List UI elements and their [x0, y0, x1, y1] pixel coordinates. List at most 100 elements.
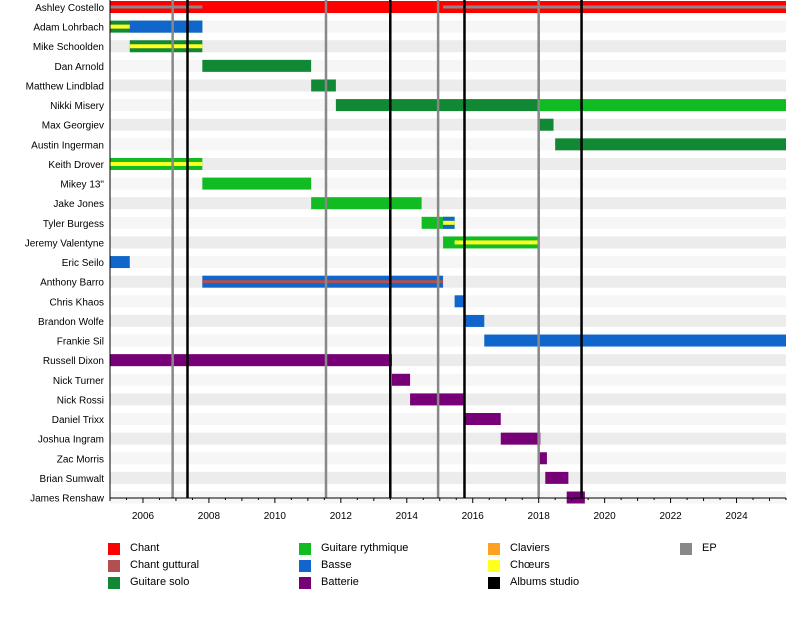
member-name: Nick Turner: [53, 376, 105, 387]
row-band: [110, 79, 786, 92]
legend-label: Guitare rythmique: [321, 542, 409, 554]
legend-swatch: [488, 560, 500, 572]
member-name: Max Georgiev: [42, 121, 104, 132]
legend-label: Batterie: [321, 576, 359, 588]
member-name: Nikki Misery: [50, 101, 104, 112]
member-name: Mike Schoolden: [33, 42, 104, 53]
x-tick-label: 2006: [132, 511, 155, 522]
member-name: Austin Ingerman: [31, 140, 104, 151]
member-bar: [555, 138, 786, 151]
legend-swatch: [488, 577, 500, 589]
row-band: [110, 20, 786, 33]
legend-swatch: [680, 543, 692, 555]
member-name: Tyler Burgess: [43, 219, 104, 230]
member-bar: [454, 295, 465, 308]
member-name: Dan Arnold: [55, 62, 104, 73]
member-name: Nick Rossi: [57, 395, 104, 406]
legend-swatch: [108, 543, 120, 555]
member-bar-stripe: [110, 24, 130, 29]
member-bar: [202, 59, 312, 72]
x-tick-label: 2020: [594, 511, 617, 522]
member-bar-stripe: [443, 5, 786, 9]
member-bar: [110, 354, 392, 367]
member-name: Zac Morris: [57, 454, 104, 465]
member-bar: [464, 413, 501, 426]
member-bar: [391, 373, 411, 386]
member-bar-stripe: [110, 5, 203, 9]
legend-swatch: [299, 577, 311, 589]
row-band: [110, 40, 786, 53]
legend-label: Basse: [321, 559, 352, 571]
member-name: Jake Jones: [53, 199, 104, 210]
legend-swatch: [108, 560, 120, 572]
member-name: Adam Lohrbach: [33, 23, 104, 34]
member-bar: [311, 79, 336, 92]
member-name: Ashley Costello: [35, 3, 104, 14]
legend-label: EP: [702, 542, 717, 554]
member-bar: [538, 99, 786, 112]
row-bands: [110, 1, 786, 504]
member-name: Frankie Sil: [57, 337, 104, 348]
x-tick-label: 2022: [659, 511, 682, 522]
row-band: [110, 197, 786, 210]
member-bars: [110, 1, 786, 504]
row-band: [110, 118, 786, 131]
member-bar: [129, 20, 203, 33]
member-names: Ashley Costello Adam Lohrbach Mike Schoold…: [25, 3, 105, 505]
member-bar: [464, 314, 485, 327]
member-bar-stripe: [443, 220, 455, 225]
x-tick-label: 2016: [462, 511, 485, 522]
row-band: [110, 314, 786, 327]
row-band: [110, 157, 786, 170]
row-band: [110, 413, 786, 426]
legend-swatch: [299, 560, 311, 572]
legend-label: Albums studio: [510, 576, 580, 588]
legend-label: Guitare solo: [130, 576, 190, 588]
x-tick-label: 2024: [725, 511, 748, 522]
row-band: [110, 295, 786, 308]
member-bar: [538, 452, 547, 465]
member-bar: [202, 177, 312, 190]
release-lines: [171, 0, 583, 498]
member-name: Jeremy Valentyne: [25, 238, 105, 249]
x-tick-label: 2010: [264, 511, 287, 522]
member-name: Russell Dixon: [43, 356, 104, 367]
member-bar-stripe: [202, 280, 444, 284]
member-name: James Renshaw: [30, 494, 105, 505]
member-bar-stripe: [129, 44, 203, 49]
x-tick-label: 2018: [528, 511, 551, 522]
legend-swatch: [488, 543, 500, 555]
member-bar: [545, 471, 569, 484]
member-bar-stripe: [110, 161, 203, 166]
member-bar: [484, 334, 786, 347]
row-band: [110, 256, 786, 269]
member-bar: [500, 432, 541, 445]
member-name: Anthony Barro: [40, 278, 104, 289]
member-bar: [538, 118, 554, 131]
member-name: Eric Seilo: [62, 258, 105, 269]
legend-label: Chant: [130, 542, 160, 554]
member-name: Matthew Lindblad: [26, 81, 104, 92]
member-name: Brian Sumwalt: [40, 474, 105, 485]
legend-label: Chant guttural: [130, 559, 200, 571]
legend-swatch: [299, 543, 311, 555]
row-band: [110, 471, 786, 484]
x-tick-label: 2008: [198, 511, 221, 522]
member-bar-stripe: [454, 240, 539, 245]
member-name: Joshua Ingram: [38, 435, 104, 446]
member-name: Mikey 13": [60, 180, 104, 191]
x-axis: 2006 2008 2010 2012 2014 2016 2018 2020 2022 2024: [109, 0, 787, 522]
row-band: [110, 373, 786, 386]
legend-label: Claviers: [510, 542, 550, 554]
member-name: Keith Drover: [48, 160, 104, 171]
member-bar: [110, 256, 130, 269]
x-tick-label: 2012: [330, 511, 353, 522]
x-tick-label: 2014: [396, 511, 419, 522]
row-band: [110, 452, 786, 465]
member-bar: [311, 197, 422, 210]
member-name: Chris Khaos: [50, 297, 104, 308]
row-band: [110, 432, 786, 445]
member-name: Brandon Wolfe: [38, 317, 104, 328]
legend-swatch: [108, 577, 120, 589]
